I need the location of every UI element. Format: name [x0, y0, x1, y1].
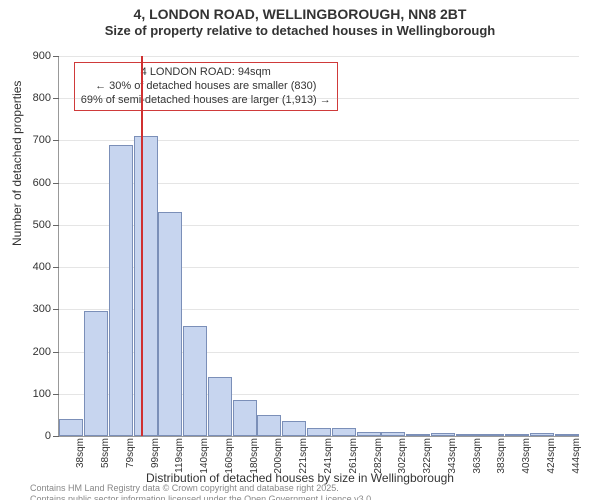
title-line-1: 4, LONDON ROAD, WELLINGBOROUGH, NN8 2BT — [0, 6, 600, 23]
histogram-bar — [381, 432, 405, 436]
histogram-bar — [555, 434, 579, 436]
chart-container: 4, LONDON ROAD, WELLINGBOROUGH, NN8 2BT … — [0, 6, 600, 500]
y-tick-label: 300 — [11, 303, 51, 315]
histogram-bar — [183, 326, 207, 436]
histogram-bar — [332, 428, 356, 436]
plot-area: 4 LONDON ROAD: 94sqm ← 30% of detached h… — [58, 56, 579, 437]
footer-line-1: Contains HM Land Registry data © Crown c… — [30, 483, 374, 493]
y-tick-label: 0 — [11, 430, 51, 442]
histogram-bar — [59, 419, 83, 436]
y-tick-label: 400 — [11, 261, 51, 273]
y-tick — [53, 436, 59, 437]
histogram-bar — [406, 434, 430, 436]
marker-line — [141, 56, 143, 436]
y-tick-label: 600 — [11, 177, 51, 189]
y-tick-label: 800 — [11, 92, 51, 104]
histogram-bar — [456, 434, 480, 436]
histogram-bar — [282, 421, 306, 436]
bars-layer — [59, 56, 579, 436]
chart-title: 4, LONDON ROAD, WELLINGBOROUGH, NN8 2BT … — [0, 6, 600, 38]
histogram-bar — [158, 212, 182, 436]
histogram-bar — [480, 434, 504, 436]
footer-line-2: Contains public sector information licen… — [30, 494, 374, 500]
histogram-bar — [233, 400, 257, 436]
histogram-bar — [431, 433, 455, 436]
histogram-bar — [505, 434, 529, 436]
title-line-2: Size of property relative to detached ho… — [0, 23, 600, 39]
histogram-bar — [357, 432, 381, 436]
y-tick-label: 700 — [11, 134, 51, 146]
histogram-bar — [84, 311, 108, 436]
y-tick-label: 100 — [11, 388, 51, 400]
y-tick-label: 200 — [11, 346, 51, 358]
histogram-bar — [109, 145, 133, 436]
histogram-bar — [530, 433, 554, 436]
histogram-bar — [134, 136, 158, 436]
histogram-bar — [257, 415, 281, 436]
y-tick-label: 500 — [11, 219, 51, 231]
histogram-bar — [307, 428, 331, 436]
histogram-bar — [208, 377, 232, 436]
y-tick-label: 900 — [11, 50, 51, 62]
footer-attribution: Contains HM Land Registry data © Crown c… — [30, 483, 374, 500]
